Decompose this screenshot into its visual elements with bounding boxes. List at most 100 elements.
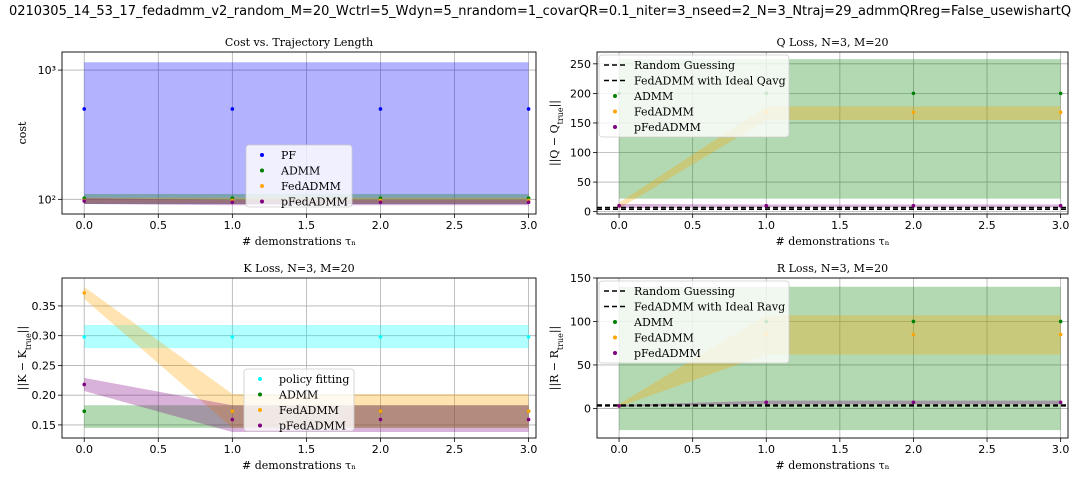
legend-box	[245, 144, 353, 208]
y-tick-label: 0	[584, 206, 591, 219]
y-tick-label: 0.30	[32, 330, 57, 343]
chart-panel-2: 0.0 0.5 1.0 1.5 2.0 2.5 3.0 0 50 100 150 200 250 Q Lo…	[548, 36, 1069, 248]
legend-marker	[258, 392, 262, 397]
legend-label: pFedADMM	[634, 347, 701, 360]
y-tick-label: 200	[570, 87, 591, 100]
chart-panel-1: 0.0 0.5 1.0 1.5 2.0 2.5 3.0 10³ 10² Cost vs. Traj…	[16, 36, 537, 248]
legend-box	[598, 280, 790, 364]
point-pfedadmm	[82, 382, 87, 387]
x-tick-label: 2.5	[978, 219, 996, 232]
y-axis-label: ||R − Rtrue||	[548, 326, 565, 391]
x-axis-label: # demonstrations τₙ	[776, 235, 890, 248]
point-pfedadmm	[1058, 203, 1063, 208]
legend-label: FedADMM with Ideal Qavg	[634, 75, 786, 88]
data-points	[82, 291, 531, 422]
point-pfedadmm	[378, 200, 383, 205]
legend-label: ADMM	[280, 165, 320, 178]
legend-label: FedADMM	[279, 404, 339, 417]
y-axis-label-text: cost	[16, 121, 29, 144]
y-tick-label: 0.35	[32, 300, 57, 313]
point-fedadmm	[1058, 110, 1063, 115]
x-axis-label: # demonstrations τₙ	[776, 459, 890, 472]
point-pfedadmm	[764, 203, 769, 208]
y-axis-label-text: ||K − Ktrue||	[16, 326, 33, 390]
point-pfedadmm	[230, 200, 235, 205]
x-tick-label: 0.5	[684, 443, 702, 456]
y-axis-label: ||Q − Qtrue||	[548, 100, 565, 166]
legend-marker	[258, 408, 262, 412]
legend-marker	[613, 335, 617, 340]
legend-label: FedADMM	[634, 332, 694, 345]
y-tick-label: 50	[577, 359, 591, 372]
point-pfedadmm	[617, 203, 621, 208]
x-tick-label: 0.0	[75, 443, 93, 456]
x-tick-label: 1.0	[758, 443, 776, 456]
y-axis-label-text: ||R − Rtrue||	[548, 326, 565, 391]
legend-marker	[260, 153, 264, 157]
point-admm	[1058, 91, 1063, 96]
point-fedadmm	[230, 409, 235, 414]
x-tick-label: 3.0	[520, 219, 538, 232]
band-policy-fitting	[84, 324, 529, 349]
x-tick-label: 2.5	[978, 443, 996, 456]
point-pfedadmm	[378, 417, 383, 422]
point-policy-fitting	[526, 335, 531, 339]
chart-title: R Loss, N=3, M=20	[777, 262, 888, 275]
y-axis-label: cost	[16, 121, 29, 144]
x-tick-label: 1.0	[224, 443, 242, 456]
legend-box	[243, 368, 355, 432]
y-tick-label: 50	[577, 176, 591, 189]
point-fedadmm	[911, 332, 916, 337]
legend-label: FedADMM with Ideal Ravg	[634, 301, 785, 314]
x-tick-label: 0.5	[150, 443, 168, 456]
x-tick-label: 3.0	[520, 443, 538, 456]
x-tick-label: 1.0	[758, 219, 776, 232]
y-tick-label: 10³	[38, 64, 56, 77]
chart-title: K Loss, N=3, M=20	[243, 262, 354, 275]
axes-frame	[596, 277, 1069, 439]
point-fedadmm	[378, 409, 383, 414]
legend-marker	[613, 94, 617, 98]
x-tick-label: 1.5	[831, 219, 849, 232]
y-tick-label: 150	[570, 272, 591, 285]
point-pfedadmm	[911, 203, 916, 208]
x-tick-label: 0.5	[150, 219, 168, 232]
band-pf	[84, 62, 529, 205]
x-tick-label: 2.0	[372, 219, 390, 232]
y-tick-label: 100	[570, 315, 591, 328]
legend-marker	[613, 125, 617, 129]
legend-marker	[613, 320, 617, 324]
point-pf	[230, 107, 235, 111]
point-pfedadmm	[526, 200, 531, 205]
x-tick-label: 2.0	[372, 443, 390, 456]
legend-label: pFedADMM	[281, 196, 348, 209]
legend-marker	[258, 377, 262, 381]
legend-marker	[260, 199, 264, 204]
point-fedadmm	[526, 409, 531, 414]
point-pfedadmm	[82, 199, 87, 203]
point-pf	[82, 107, 87, 111]
y-axis-label-text: ||Q − Qtrue||	[548, 100, 565, 166]
x-tick-label: 2.5	[446, 443, 464, 456]
legend-label: pFedADMM	[634, 121, 701, 134]
legend-marker	[613, 109, 617, 114]
point-fedadmm	[82, 291, 87, 295]
point-pfedadmm	[526, 417, 531, 422]
point-fedadmm	[1058, 332, 1063, 337]
legend-label: ADMM	[633, 90, 673, 103]
band-pfedadmm	[84, 377, 529, 433]
y-tick-label: 0.20	[32, 389, 57, 402]
legend: policy fitting ADMM FedADMM pFedADMM	[243, 368, 355, 433]
x-tick-label: 0.5	[684, 219, 702, 232]
point-pfedadmm	[764, 400, 769, 405]
x-tick-label: 2.0	[905, 219, 923, 232]
legend-box	[598, 54, 790, 138]
chart-panel-4: 0.0 0.5 1.0 1.5 2.0 2.5 3.0 0 50 100 150 R Loss, N=…	[548, 262, 1069, 472]
axes-frame	[61, 277, 537, 439]
y-tick-label: 10²	[38, 193, 56, 206]
legend-marker	[258, 423, 262, 428]
legend-label: Random Guessing	[634, 285, 735, 298]
data-points	[82, 107, 531, 205]
point-admm	[1058, 319, 1063, 324]
